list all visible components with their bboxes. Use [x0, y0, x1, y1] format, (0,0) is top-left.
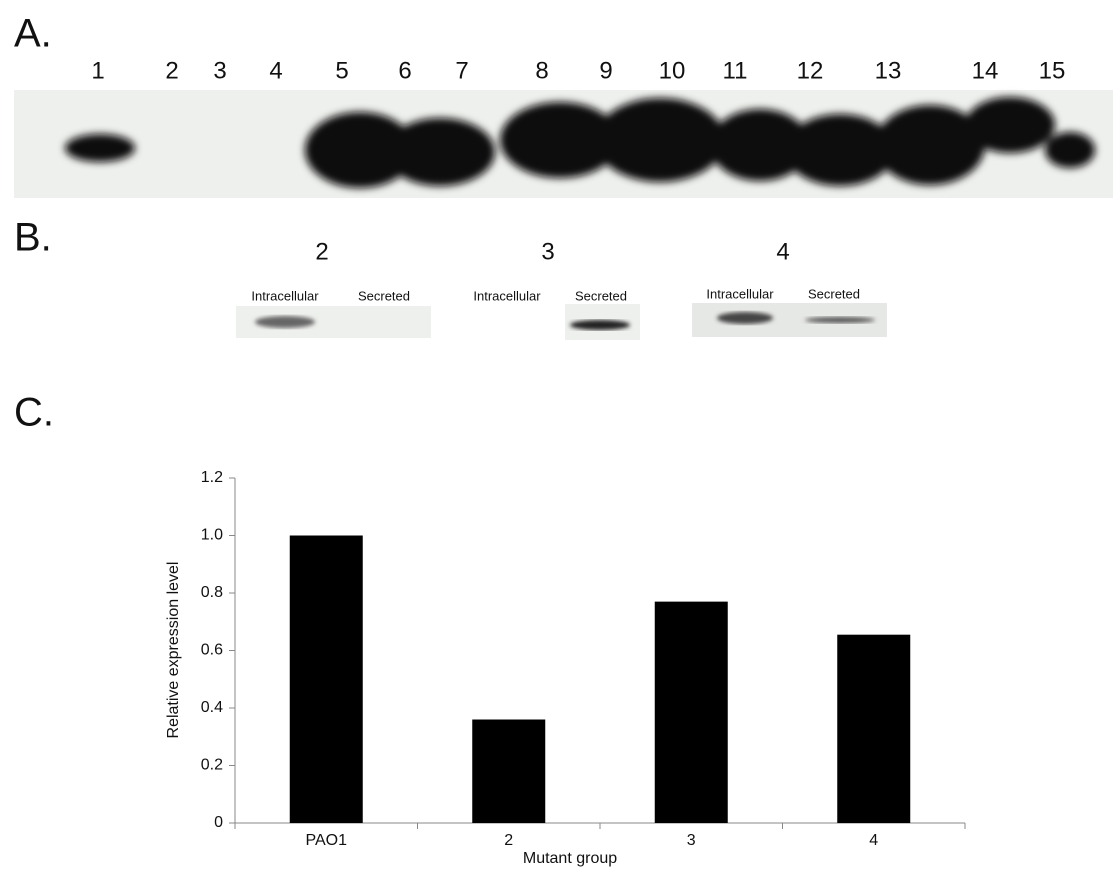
column-label: Intracellular	[473, 288, 541, 303]
lane-label: 10	[659, 57, 686, 84]
column-label: Secreted	[575, 288, 627, 303]
y-tick-label: 0.8	[201, 584, 223, 601]
bar	[472, 720, 545, 824]
lane-label: 3	[213, 57, 226, 84]
lane-label: 8	[535, 57, 548, 84]
column-label: Intracellular	[251, 288, 319, 303]
y-tick-label: 0.2	[201, 757, 223, 774]
lane-label: 2	[165, 57, 178, 84]
x-tick-label: PAO1	[306, 832, 348, 849]
y-tick-label: 1.2	[201, 469, 223, 486]
lane-label: 12	[797, 57, 824, 84]
bar	[655, 602, 728, 823]
column-label: Secreted	[358, 288, 410, 303]
column-label: Secreted	[808, 286, 860, 301]
panel-label: A.	[14, 12, 52, 56]
panel-label: C.	[14, 391, 54, 435]
group-number: 4	[776, 238, 789, 265]
column-label: Intracellular	[706, 286, 774, 301]
western-blot-a	[14, 90, 1113, 198]
group-number: 2	[315, 238, 328, 265]
x-axis-title: Mutant group	[523, 850, 617, 867]
figure: A. 123456789101112131415 B. 2 Intracellu…	[0, 0, 1113, 876]
y-axis-title: Relative expression level	[165, 562, 182, 739]
y-tick-label: 0.4	[201, 699, 223, 716]
lane-label: 9	[599, 57, 612, 84]
lane-label: 6	[398, 57, 411, 84]
panel-label: B.	[14, 216, 52, 260]
lane-label: 4	[269, 57, 282, 84]
lane-label: 15	[1039, 57, 1066, 84]
x-tick-label: 2	[504, 832, 513, 849]
y-tick-label: 0.6	[201, 642, 223, 659]
western-blot-b	[236, 303, 887, 340]
group-number: 3	[541, 238, 554, 265]
lane-label: 14	[972, 57, 999, 84]
y-tick-label: 1.0	[201, 527, 223, 544]
x-tick-label: 3	[687, 832, 696, 849]
lane-label: 7	[455, 57, 468, 84]
lane-label: 11	[723, 57, 748, 84]
bar	[290, 536, 363, 824]
lane-label: 5	[335, 57, 348, 84]
bar	[837, 635, 910, 823]
lane-label: 13	[875, 57, 902, 84]
x-tick-label: 4	[869, 832, 878, 849]
y-tick-label: 0	[214, 814, 223, 831]
lane-label: 1	[91, 57, 104, 84]
